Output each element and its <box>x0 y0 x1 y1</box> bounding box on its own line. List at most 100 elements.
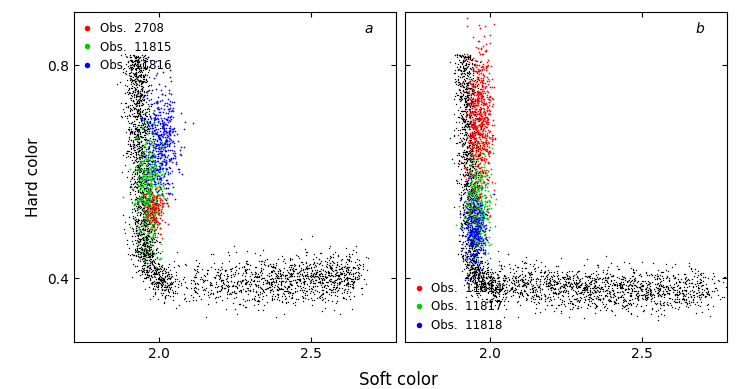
Point <box>463 237 475 243</box>
Point <box>136 92 148 98</box>
Point <box>139 194 151 200</box>
Point <box>705 294 717 300</box>
Point <box>139 55 151 61</box>
Point <box>151 72 162 78</box>
Point <box>170 272 182 279</box>
Point <box>485 282 497 288</box>
Point <box>466 121 477 127</box>
Point <box>142 252 154 258</box>
Point <box>123 70 135 76</box>
Point <box>346 305 358 312</box>
Point <box>469 216 480 222</box>
Point <box>179 295 190 301</box>
Point <box>455 83 467 89</box>
Point <box>288 263 300 269</box>
Point <box>142 181 154 187</box>
Point <box>597 295 609 301</box>
Point <box>155 281 167 287</box>
Point <box>148 222 160 228</box>
Point <box>122 251 134 258</box>
Point <box>474 191 486 197</box>
Point <box>162 169 174 175</box>
Point <box>167 108 179 114</box>
Point <box>463 271 475 277</box>
Point <box>123 118 134 124</box>
Point <box>461 222 473 228</box>
Point <box>133 166 145 172</box>
Point <box>132 204 144 210</box>
Point <box>129 219 141 225</box>
Point <box>125 145 137 151</box>
Point <box>579 287 590 293</box>
Point <box>154 277 166 283</box>
Point <box>472 148 483 154</box>
Point <box>131 74 143 81</box>
Point <box>483 159 494 166</box>
Point <box>480 286 492 292</box>
Point <box>464 173 476 180</box>
Point <box>584 291 596 297</box>
Point <box>142 197 154 203</box>
Point <box>463 233 475 239</box>
Point <box>144 250 156 256</box>
Point <box>613 282 624 288</box>
Point <box>458 101 470 107</box>
Point <box>548 273 559 279</box>
Point <box>661 274 672 280</box>
Point <box>136 86 148 92</box>
Point <box>472 225 483 231</box>
Point <box>154 132 165 138</box>
Point <box>142 202 154 208</box>
Point <box>480 199 492 205</box>
Point <box>138 143 150 149</box>
Point <box>492 271 503 277</box>
Point <box>535 292 547 298</box>
Point <box>481 261 493 268</box>
Point <box>477 176 489 182</box>
Point <box>148 206 159 212</box>
Point <box>156 154 168 160</box>
Point <box>134 173 146 180</box>
Point <box>472 152 484 158</box>
Point <box>467 226 479 232</box>
Point <box>147 152 159 158</box>
Point <box>286 273 297 280</box>
Point <box>128 159 140 165</box>
Point <box>137 255 149 261</box>
Point <box>133 100 145 106</box>
Point <box>144 247 156 253</box>
Point <box>151 142 162 148</box>
Point <box>120 68 132 75</box>
Point <box>225 272 237 279</box>
Point <box>658 288 669 294</box>
Point <box>466 262 477 268</box>
Point <box>460 183 472 189</box>
Point <box>133 154 145 160</box>
Point <box>513 273 525 280</box>
Point <box>513 273 525 279</box>
Point <box>235 280 247 286</box>
Point <box>123 65 135 71</box>
Point <box>462 229 474 235</box>
Point <box>140 139 152 145</box>
Point <box>476 267 488 273</box>
Point <box>466 159 477 165</box>
Point <box>193 293 205 300</box>
Point <box>150 202 162 208</box>
Point <box>117 212 129 218</box>
Point <box>151 264 162 270</box>
Point <box>576 304 587 310</box>
Point <box>137 82 148 89</box>
Point <box>554 288 565 294</box>
Point <box>158 152 170 158</box>
Point <box>468 187 480 194</box>
Point <box>151 193 162 199</box>
Point <box>156 97 168 103</box>
Point <box>331 284 342 290</box>
Point <box>486 278 497 284</box>
Point <box>476 185 488 191</box>
Point <box>140 218 152 224</box>
Point <box>463 79 475 85</box>
Point <box>134 143 145 149</box>
Point <box>465 123 477 129</box>
